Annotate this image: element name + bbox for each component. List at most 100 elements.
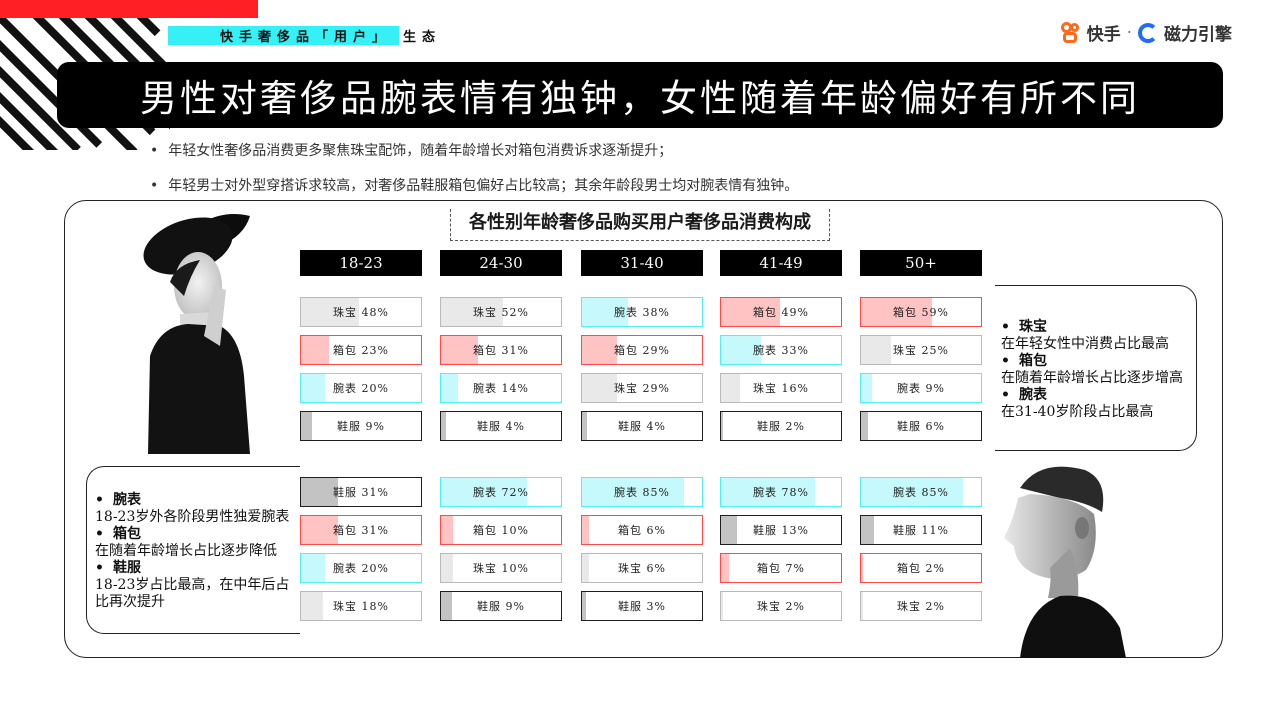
male-cell-label: 鞋服 3% <box>618 600 666 613</box>
male-cell-jewelry: 珠宝 6% <box>581 553 703 583</box>
female-cell-bag: 箱包 49% <box>720 297 842 327</box>
female-cell-bag: 箱包 31% <box>440 335 562 365</box>
male-cell-jewelry: 珠宝 2% <box>720 591 842 621</box>
female-cell-label: 箱包 49% <box>753 306 809 319</box>
female-bar-fill <box>582 412 587 440</box>
summary-bullets: 年轻女性奢侈品消费更多聚焦珠宝配饰，随着年龄增长对箱包消费诉求逐渐提升； 年轻男… <box>150 142 798 212</box>
female-cell-label: 腕表 38% <box>614 306 670 319</box>
male-cell-label: 珠宝 18% <box>333 600 389 613</box>
male-bar-fill <box>721 478 815 506</box>
male-cell-label: 腕表 85% <box>614 486 670 499</box>
female-bar-fill <box>441 412 446 440</box>
female-cell-label: 鞋服 6% <box>897 420 945 433</box>
kuaishou-logo-icon <box>1060 21 1081 44</box>
female-note-heading: 箱包 <box>1001 353 1196 370</box>
male-bar-fill <box>721 516 737 544</box>
male-note-text: 18-23岁外各阶段男性独爱腕表 <box>95 509 290 525</box>
female-bar-fill <box>441 298 504 326</box>
female-cell-label: 珠宝 48% <box>333 306 389 319</box>
summary-bullet: 年轻女性奢侈品消费更多聚焦珠宝配饰，随着年龄增长对箱包消费诉求逐渐提升； <box>150 142 798 177</box>
male-bar-fill <box>301 516 339 544</box>
male-cell-label: 腕表 20% <box>333 562 389 575</box>
male-cell-bag: 箱包 2% <box>860 553 982 583</box>
female-cell-label: 鞋服 9% <box>337 420 385 433</box>
male-cell-watch: 腕表 85% <box>860 477 982 507</box>
female-bar-fill <box>301 336 329 364</box>
male-cell-jewelry: 珠宝 10% <box>440 553 562 583</box>
female-cell-label: 腕表 14% <box>473 382 529 395</box>
female-cell-watch: 腕表 38% <box>581 297 703 327</box>
male-bar-fill <box>301 478 339 506</box>
male-bar-fill <box>301 592 323 620</box>
page-headline: 男性对奢侈品腕表情有独钟，女性随着年龄偏好有所不同 <box>57 62 1223 128</box>
female-bar-fill <box>861 298 932 326</box>
brand-logos: 快手 · 磁力引擎 <box>1060 20 1232 45</box>
brand-engine: 磁力引擎 <box>1164 25 1232 45</box>
section-tag-rest: 生态 <box>403 30 442 45</box>
column-header: 41-49 <box>720 250 842 276</box>
male-cell-label: 腕表 78% <box>753 486 809 499</box>
male-cell-watch: 腕表 20% <box>300 553 422 583</box>
male-cell-watch: 腕表 78% <box>720 477 842 507</box>
male-bar-fill <box>582 478 684 506</box>
female-bar-fill <box>861 336 891 364</box>
male-bar-fill <box>441 516 453 544</box>
male-cell-label: 珠宝 6% <box>618 562 666 575</box>
female-cell-jewelry: 珠宝 52% <box>440 297 562 327</box>
female-cell-jewelry: 珠宝 25% <box>860 335 982 365</box>
female-cell-label: 箱包 29% <box>614 344 670 357</box>
female-bar-fill <box>721 336 761 364</box>
male-cell-label: 鞋服 13% <box>753 524 809 537</box>
male-bar-fill <box>441 478 528 506</box>
column-header: 24-30 <box>440 250 562 276</box>
male-note-heading: 箱包 <box>95 526 300 543</box>
summary-bullet: 年轻男士对外型穿搭诉求较高，对奢侈品鞋服箱包偏好占比较高；其余年龄段男士均对腕表… <box>150 177 798 212</box>
female-bar-fill <box>301 374 325 402</box>
female-cell-bag: 箱包 59% <box>860 297 982 327</box>
female-cell-label: 鞋服 4% <box>477 420 525 433</box>
female-cell-label: 鞋服 2% <box>757 420 805 433</box>
male-bar-fill <box>301 554 325 582</box>
male-bar-fill <box>582 592 586 620</box>
male-cell-label: 鞋服 9% <box>477 600 525 613</box>
female-notes: 珠宝 在年轻女性中消费占比最高 箱包 在随着年龄增长占比逐步增高 腕表 在31-… <box>995 285 1197 451</box>
male-bar-fill <box>441 592 452 620</box>
male-bar-fill <box>441 554 453 582</box>
female-cell-watch: 腕表 20% <box>300 373 422 403</box>
female-bar-fill <box>441 374 458 402</box>
male-cell-label: 鞋服 11% <box>893 524 949 537</box>
female-cell-bag: 箱包 29% <box>581 335 703 365</box>
female-cell-label: 箱包 59% <box>893 306 949 319</box>
male-cell-label: 箱包 7% <box>757 562 805 575</box>
male-cell-bag: 箱包 6% <box>581 515 703 545</box>
male-cell-shoes: 鞋服 13% <box>720 515 842 545</box>
male-cell-shoes: 鞋服 9% <box>440 591 562 621</box>
female-cell-label: 鞋服 4% <box>618 420 666 433</box>
female-cell-label: 珠宝 16% <box>753 382 809 395</box>
female-cell-label: 珠宝 52% <box>473 306 529 319</box>
female-note-text: 在年轻女性中消费占比最高 <box>1001 336 1169 352</box>
male-cell-label: 腕表 72% <box>473 486 529 499</box>
female-cell-jewelry: 珠宝 16% <box>720 373 842 403</box>
female-bar-fill <box>582 336 617 364</box>
female-bar-fill <box>861 374 872 402</box>
female-bar-fill <box>301 298 359 326</box>
male-cell-bag: 箱包 7% <box>720 553 842 583</box>
male-bar-fill <box>582 516 590 544</box>
woman-photo <box>143 214 250 454</box>
column-header: 18-23 <box>300 250 422 276</box>
male-cell-jewelry: 珠宝 18% <box>300 591 422 621</box>
brand-separator: · <box>1126 22 1132 43</box>
female-note-heading: 腕表 <box>1001 387 1196 404</box>
brand-kuaishou: 快手 <box>1086 25 1121 45</box>
female-bar-fill <box>582 298 628 326</box>
male-cell-label: 箱包 31% <box>333 524 389 537</box>
column-header: 31-40 <box>581 250 703 276</box>
male-note-text: 在随着年龄增长占比逐步降低 <box>95 543 277 559</box>
female-cell-label: 腕表 33% <box>753 344 809 357</box>
female-cell-label: 箱包 23% <box>333 344 389 357</box>
female-cell-shoes: 鞋服 2% <box>720 411 842 441</box>
chart-title: 各性别年龄奢侈品购买用户奢侈品消费构成 <box>450 209 830 241</box>
female-cell-jewelry: 珠宝 29% <box>581 373 703 403</box>
female-cell-shoes: 鞋服 9% <box>300 411 422 441</box>
